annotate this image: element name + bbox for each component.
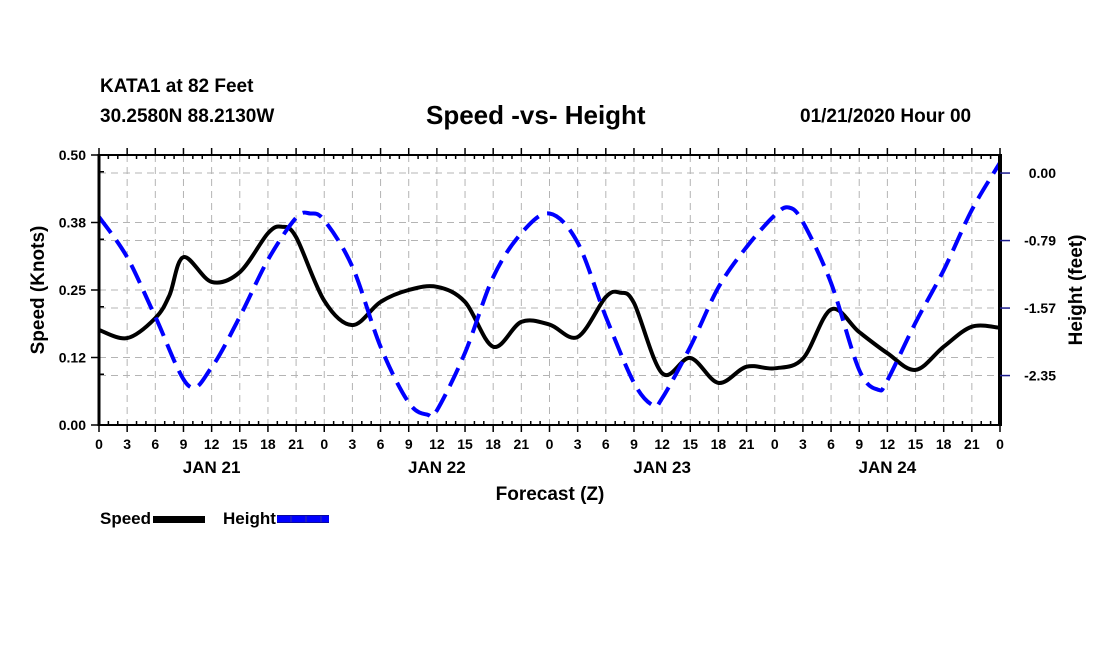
- y2-tick-label: -1.57: [1024, 300, 1056, 316]
- x-axis-ticks: 0 3 6 9 12 15 18 21 0 3 6 9 12 15 18 21 0 3 6 9 12 15 18 21 0 3 6 9…: [95, 148, 1004, 477]
- station-label: KATA1 at 82 Feet: [100, 76, 254, 97]
- series-line-height: [97, 161, 1002, 419]
- x-tick-label: 21: [514, 436, 530, 452]
- y-tick-label: 0.12: [59, 350, 86, 366]
- x-axis-title: Forecast (Z): [496, 484, 605, 505]
- x-tick-label: 0: [771, 436, 779, 452]
- series-layer: [97, 161, 1002, 419]
- x-tick-label: 9: [855, 436, 863, 452]
- x-tick-label: 12: [204, 436, 220, 452]
- x-tick-label: 18: [936, 436, 952, 452]
- y2-axis-ticks: 0.00 -0.79 -1.57 -2.35: [1000, 165, 1056, 384]
- x-day-label: JAN 22: [408, 458, 466, 477]
- x-tick-label: 0: [320, 436, 328, 452]
- x-tick-label: 12: [429, 436, 445, 452]
- x-tick-label: 6: [602, 436, 610, 452]
- x-tick-label: 3: [349, 436, 357, 452]
- y-tick-label: 0.00: [59, 417, 86, 433]
- x-day-label: JAN 21: [183, 458, 241, 477]
- y2-tick-label: -0.79: [1024, 233, 1056, 249]
- y-axis-title: Speed (Knots): [28, 226, 49, 355]
- x-tick-label: 3: [123, 436, 131, 452]
- series-line-speed: [98, 224, 1001, 385]
- x-tick-label: 6: [151, 436, 159, 452]
- x-tick-label: 6: [827, 436, 835, 452]
- x-tick-label: 0: [95, 436, 103, 452]
- x-tick-label: 9: [405, 436, 413, 452]
- x-tick-label: 15: [682, 436, 698, 452]
- x-tick-label: 18: [711, 436, 727, 452]
- x-tick-label: 21: [739, 436, 755, 452]
- x-tick-label: 0: [996, 436, 1004, 452]
- x-tick-label: 15: [232, 436, 248, 452]
- x-tick-label: 18: [485, 436, 501, 452]
- x-tick-label: 12: [880, 436, 896, 452]
- x-tick-label: 3: [574, 436, 582, 452]
- forecast-timestamp: 01/21/2020 Hour 00: [800, 106, 972, 127]
- x-tick-label: 9: [630, 436, 638, 452]
- y2-tick-label: -2.35: [1024, 368, 1056, 384]
- y-axis-ticks: 0.00 0.12 0.25 0.38 0.50: [59, 147, 104, 433]
- x-tick-label: 0: [546, 436, 554, 452]
- legend-label-speed: Speed: [100, 509, 152, 528]
- y-tick-label: 0.25: [59, 282, 86, 298]
- y-tick-label: 0.50: [59, 147, 86, 163]
- chart-title: Speed -vs- Height: [426, 100, 646, 130]
- x-tick-label: 6: [377, 436, 385, 452]
- y2-axis-title: Height (feet): [1066, 235, 1087, 346]
- x-tick-label: 9: [180, 436, 188, 452]
- x-tick-label: 3: [799, 436, 807, 452]
- y-tick-label: 0.38: [59, 215, 86, 231]
- x-tick-label: 15: [457, 436, 473, 452]
- x-tick-label: 18: [260, 436, 276, 452]
- legend-swatch-height: [276, 515, 329, 523]
- x-tick-label: 15: [908, 436, 924, 452]
- x-tick-label: 21: [288, 436, 304, 452]
- x-tick-label: 12: [654, 436, 670, 452]
- y2-tick-label: 0.00: [1029, 165, 1056, 181]
- legend-label-height: Height: [223, 509, 276, 528]
- grid: [99, 155, 1000, 425]
- x-day-label: JAN 24: [859, 458, 917, 477]
- x-tick-label: 21: [964, 436, 980, 452]
- coordinates-label: 30.2580N 88.2130W: [100, 106, 275, 127]
- legend: Speed Height: [100, 509, 329, 529]
- legend-swatch-speed: [153, 515, 206, 523]
- x-day-label: JAN 23: [633, 458, 691, 477]
